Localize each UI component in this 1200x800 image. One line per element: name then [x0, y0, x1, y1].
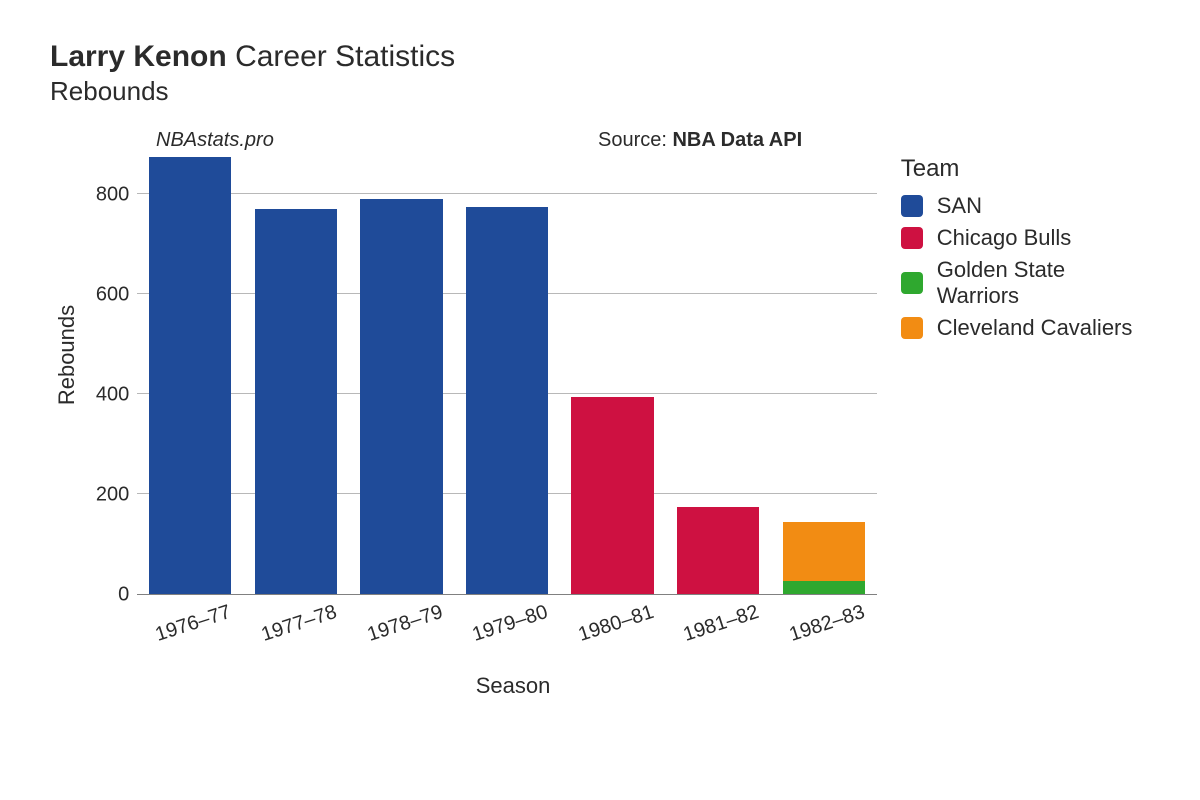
legend-swatch — [901, 227, 923, 249]
legend-swatch — [901, 272, 923, 294]
x-axis-ticks: 1976–771977–781978–791979–801980–811981–… — [137, 594, 876, 635]
bar-stack — [571, 397, 653, 595]
title-block: Larry Kenon Career Statistics Rebounds — [50, 40, 1150, 107]
bar-stack — [677, 507, 759, 595]
legend-label: SAN — [937, 193, 982, 219]
legend-label: Chicago Bulls — [937, 225, 1072, 251]
bar-segment — [783, 522, 865, 581]
legend-item: SAN — [901, 193, 1150, 219]
legend-items: SAN Chicago Bulls Golden State Warriors Cle… — [901, 193, 1150, 341]
bar-stack — [360, 199, 442, 594]
y-tick-label: 800 — [96, 184, 129, 207]
legend-item: Golden State Warriors — [901, 257, 1150, 309]
legend-item: Chicago Bulls — [901, 225, 1150, 251]
source-attribution: Source: NBA Data API — [598, 129, 802, 152]
bar-slot — [243, 155, 349, 594]
bar-segment — [255, 209, 337, 594]
y-tick-label: 200 — [96, 484, 129, 507]
player-name: Larry Kenon — [50, 40, 227, 73]
legend-label: Golden State Warriors — [937, 257, 1150, 309]
bars-group — [137, 155, 876, 594]
legend-item: Cleveland Cavaliers — [901, 315, 1150, 341]
bar-segment — [149, 157, 231, 595]
plot-row: Rebounds 0200400600800 1976–771977–78197… — [50, 135, 1150, 595]
bar-slot — [560, 155, 666, 594]
metric-subtitle: Rebounds — [50, 76, 1150, 107]
bar-stack — [466, 207, 548, 595]
y-axis-ticks: 0200400600800 — [84, 135, 137, 575]
y-axis-title: Rebounds — [54, 305, 80, 405]
bar-slot — [349, 155, 455, 594]
source-prefix: Source: — [598, 129, 672, 151]
legend-swatch — [901, 317, 923, 339]
site-watermark: NBAstats.pro — [156, 129, 274, 152]
bar-segment — [571, 397, 653, 595]
legend-title: Team — [901, 155, 1150, 183]
chart-container: Larry Kenon Career Statistics Rebounds N… — [0, 0, 1200, 800]
bar-segment — [466, 207, 548, 595]
legend-label: Cleveland Cavaliers — [937, 315, 1133, 341]
bar-stack — [149, 157, 231, 595]
legend-swatch — [901, 195, 923, 217]
bar-slot — [665, 155, 771, 594]
title-suffix: Career Statistics — [235, 40, 455, 73]
bar-segment — [360, 199, 442, 594]
legend: Team SAN Chicago Bulls Golden State Warrio… — [901, 155, 1150, 347]
source-name: NBA Data API — [672, 129, 802, 151]
y-tick-label: 400 — [96, 384, 129, 407]
bar-slot — [137, 155, 243, 594]
plot-area: 1976–771977–781978–791979–801980–811981–… — [137, 155, 876, 595]
bar-segment — [677, 507, 759, 595]
chart-wrap: NBAstats.pro Source: NBA Data API Reboun… — [50, 135, 1150, 699]
chart-title: Larry Kenon Career Statistics — [50, 40, 1150, 74]
bar-stack — [255, 209, 337, 594]
bar-slot — [771, 155, 877, 594]
y-tick-label: 0 — [118, 584, 129, 607]
x-axis-title: Season — [138, 673, 888, 699]
bar-stack — [783, 522, 865, 594]
bar-slot — [454, 155, 560, 594]
y-tick-label: 600 — [96, 284, 129, 307]
y-axis-title-col: Rebounds — [50, 135, 84, 575]
